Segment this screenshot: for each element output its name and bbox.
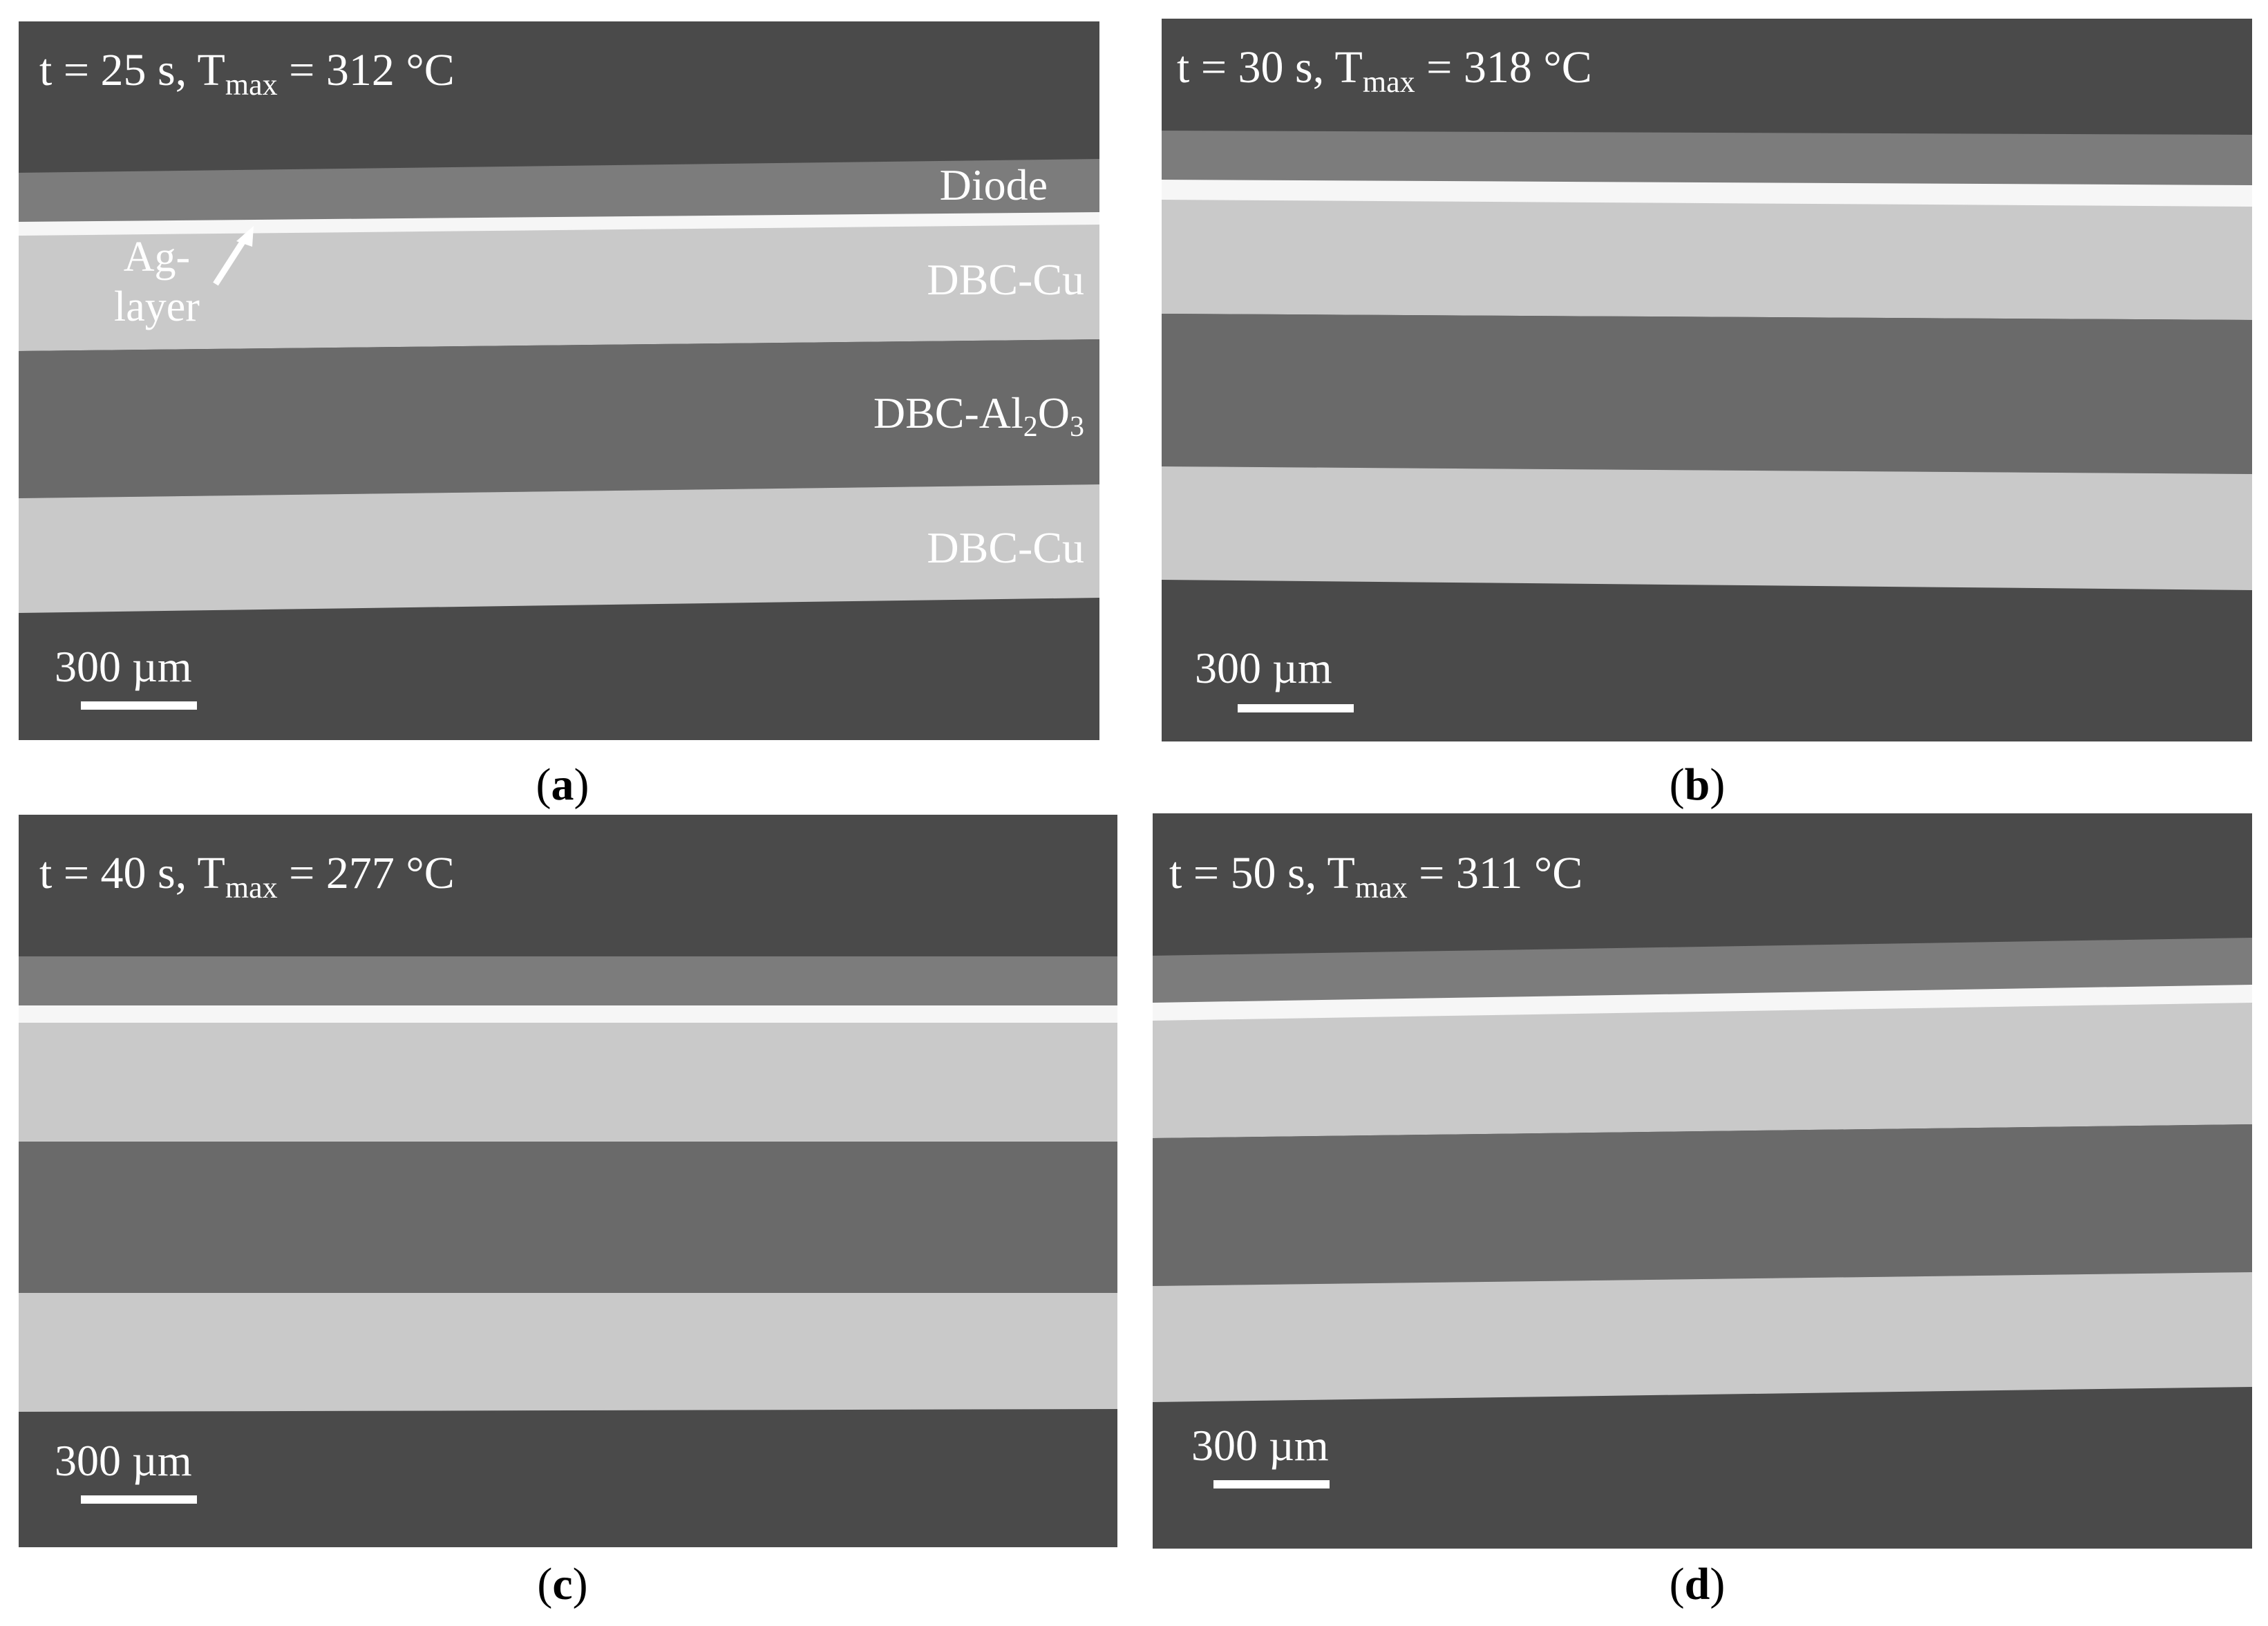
dbc-al2o3-layer	[1162, 314, 2252, 474]
scale-bar-label: 300 µm	[55, 1436, 192, 1485]
dbc-cu-top-layer	[19, 225, 1099, 351]
dbc-al2o3-layer	[19, 339, 1099, 498]
diode-layer	[19, 956, 1117, 1007]
cross-section-layers-c	[19, 815, 1117, 1547]
ag-layer-label: Ag-layer	[114, 234, 200, 330]
scale-bar-label: 300 µm	[1195, 643, 1332, 692]
diode-layer	[1153, 938, 2252, 1004]
cross-section-layers-b	[1162, 19, 2252, 741]
panel-caption-d: (d)	[1669, 1559, 1726, 1609]
cross-section-layers-d	[1153, 813, 2252, 1549]
dbc-al2o3-layer	[19, 1142, 1117, 1293]
cross-section-layers-a	[19, 21, 1099, 740]
scale-bar	[81, 701, 197, 710]
panel-caption-c: (c)	[537, 1559, 588, 1609]
dbc-al2o3-label: DBC-Al2O3	[873, 388, 1084, 443]
ag-layer	[19, 212, 1099, 238]
panel-title: t = 30 s, Tmax = 318 °C	[1177, 42, 1592, 99]
dbc-cu-top-label: DBC-Cu	[927, 255, 1084, 304]
micrograph-panel-b: t = 30 s, Tmax = 318 °C 300 µm	[1162, 19, 2252, 741]
diode-layer	[19, 159, 1099, 225]
ag-layer-arrowhead	[236, 226, 254, 247]
panel-title: t = 40 s, Tmax = 277 °C	[39, 848, 455, 905]
dbc-cu-bottom-layer	[19, 484, 1099, 613]
scale-bar	[81, 1495, 197, 1504]
scale-bar-label: 300 µm	[55, 642, 192, 691]
micrograph-panel-a: t = 25 s, Tmax = 312 °C Diode DBC-Cu DBC…	[19, 21, 1099, 740]
dbc-cu-top-layer	[19, 1023, 1117, 1142]
scale-bar-label: 300 µm	[1191, 1421, 1329, 1470]
micrograph-panel-c: t = 40 s, Tmax = 277 °C 300 µm	[19, 815, 1117, 1547]
dbc-cu-bottom-label: DBC-Cu	[927, 523, 1084, 572]
ag-layer	[1153, 985, 2252, 1022]
panel-caption-a: (a)	[536, 759, 589, 810]
dbc-cu-top-layer	[1162, 200, 2252, 320]
diode-layer	[1162, 131, 2252, 187]
scale-bar	[1238, 704, 1354, 712]
ag-layer	[1162, 180, 2252, 208]
scale-bar	[1213, 1480, 1330, 1488]
panel-title: t = 50 s, Tmax = 311 °C	[1169, 848, 1583, 905]
ag-layer	[19, 1005, 1117, 1024]
dbc-cu-bottom-layer	[1162, 466, 2252, 590]
panel-title: t = 25 s, Tmax = 312 °C	[39, 45, 455, 102]
diode-label: Diode	[939, 160, 1048, 209]
ag-layer-arrow	[213, 234, 249, 286]
dbc-al2o3-layer	[1153, 1124, 2252, 1286]
dbc-cu-bottom-layer	[19, 1293, 1117, 1412]
micrograph-panel-d: t = 50 s, Tmax = 311 °C 300 µm	[1153, 813, 2252, 1549]
panel-caption-b: (b)	[1669, 759, 1726, 810]
dbc-cu-bottom-layer	[1153, 1272, 2252, 1402]
dbc-cu-top-layer	[1153, 1003, 2252, 1138]
